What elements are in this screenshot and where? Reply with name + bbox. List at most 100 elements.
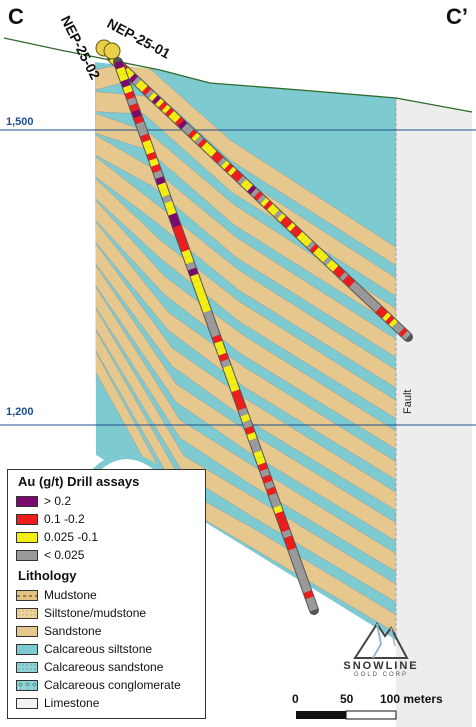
legend-item-label: > 0.2	[44, 494, 72, 508]
legend-item-label: 0.025 -0.1	[44, 530, 99, 544]
legend-item-label: Limestone	[44, 696, 100, 710]
assay-interval	[303, 590, 314, 600]
assay-interval	[223, 365, 233, 374]
legend-item: > 0.2	[16, 492, 197, 510]
assay-interval	[184, 126, 194, 136]
legend-item-label: < 0.025	[44, 548, 85, 562]
assay-interval	[136, 121, 146, 131]
assay-interval	[192, 279, 203, 289]
assay-interval	[155, 98, 165, 108]
assay-interval	[263, 200, 273, 210]
assay-interval	[170, 218, 181, 228]
assay-interval	[236, 401, 246, 411]
assay-interval	[146, 151, 157, 161]
legend-item: Calcareous siltstone	[16, 640, 197, 658]
legend-item: 0.1 -0.2	[16, 510, 197, 528]
assay-interval	[270, 206, 280, 216]
sandstone-band	[95, 220, 396, 483]
assay-interval	[135, 79, 145, 89]
assay-swatch	[16, 549, 38, 561]
assay-interval	[293, 228, 303, 238]
legend-item: Calcareous conglomerate	[16, 676, 197, 694]
sandstone-band	[95, 306, 396, 606]
legend-item: Calcareous sandstone	[16, 658, 197, 676]
assay-interval	[267, 203, 276, 213]
assay-interval	[388, 318, 398, 328]
legend-item: < 0.025	[16, 546, 197, 564]
assay-interval	[120, 78, 131, 88]
scale-bar: 0 50 100 meters	[292, 692, 472, 722]
assay-interval	[290, 225, 299, 235]
assay-swatch	[16, 495, 38, 507]
assay-interval	[122, 85, 133, 94]
assay-interval	[365, 296, 375, 306]
assay-interval	[255, 456, 266, 466]
assay-interval	[268, 492, 279, 502]
assay-interval	[153, 170, 164, 180]
assay-interval	[260, 197, 270, 207]
assay-interval	[155, 176, 166, 186]
assay-interval	[352, 284, 362, 294]
legend-item: Siltstone/mudstone	[16, 604, 197, 622]
assay-interval	[166, 206, 177, 216]
assay-interval	[284, 535, 294, 545]
assay-interval	[336, 268, 345, 278]
lithology-swatch	[16, 643, 38, 655]
elevation-label-1500: 1,500	[6, 116, 34, 128]
assay-interval	[342, 275, 352, 285]
assay-legend-title: Au (g/t) Drill assays	[18, 474, 140, 489]
assay-interval	[290, 553, 301, 563]
assay-interval	[251, 444, 262, 454]
assay-interval	[198, 138, 207, 148]
assay-interval	[214, 154, 224, 164]
assay-interval	[296, 231, 306, 241]
assay-interval	[151, 164, 161, 173]
topography-line	[3, 37, 473, 113]
sandstone-band	[95, 263, 396, 544]
assay-interval	[237, 175, 247, 185]
sandstone-band	[95, 198, 396, 453]
assay-interval	[281, 529, 292, 539]
assay-interval	[162, 194, 172, 204]
assay-interval	[165, 107, 174, 117]
assay-interval	[175, 117, 184, 127]
assay-interval	[262, 474, 273, 484]
assay-interval	[173, 225, 183, 234]
assay-interval	[257, 194, 267, 204]
assay-interval	[229, 383, 240, 393]
assay-interval	[378, 309, 388, 319]
assay-interval	[177, 237, 188, 247]
assay-interval	[142, 139, 153, 149]
assay-interval	[186, 261, 196, 271]
assay-interval	[210, 328, 220, 338]
assay-interval	[280, 216, 290, 226]
lithology-swatch	[16, 625, 38, 637]
assay-interval	[217, 157, 227, 167]
assay-swatch	[16, 531, 38, 543]
assay-interval	[183, 255, 194, 265]
assay-interval	[221, 160, 230, 170]
legend-item-label: Mudstone	[44, 588, 97, 602]
assay-interval	[216, 346, 227, 356]
legend-item-label: Calcareous sandstone	[44, 660, 164, 674]
assay-interval	[249, 438, 259, 447]
assay-interval	[225, 371, 236, 380]
assay-interval	[227, 166, 237, 176]
assay-interval	[294, 566, 305, 575]
assay-interval	[142, 86, 151, 96]
assay-interval	[300, 234, 309, 244]
assay-interval	[204, 144, 214, 154]
elevation-label-1200: 1,200	[6, 406, 34, 418]
assay-interval	[168, 212, 179, 222]
assay-interval	[203, 310, 214, 320]
assay-interval	[199, 298, 209, 307]
logo-name: SNOWLINE	[343, 660, 419, 672]
assay-interval	[247, 432, 257, 441]
assay-interval	[220, 359, 231, 368]
lithology-layers	[95, 62, 396, 640]
assay-interval	[164, 200, 175, 210]
assay-interval	[275, 511, 286, 521]
sandstone-band	[95, 134, 396, 361]
assay-interval	[392, 321, 401, 331]
collar-nep-25-01[interactable]	[103, 42, 121, 60]
